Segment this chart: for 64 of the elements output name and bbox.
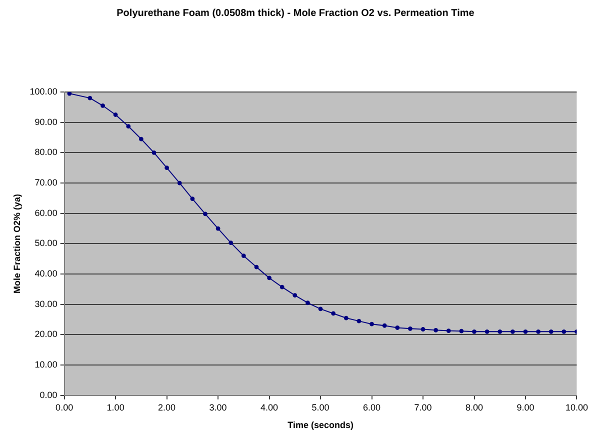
chart-title: Polyurethane Foam (0.0508m thick) - Mole Fraction O2 vs. Permeation Time (116, 8, 476, 19)
point (228, 240, 234, 245)
x-tick-label: 2.00 (158, 402, 176, 412)
point (370, 322, 374, 326)
point (280, 284, 284, 290)
y-tick-label: 10.00 (34, 360, 58, 370)
point (472, 329, 476, 334)
x-tick-label: 5.00 (312, 402, 330, 412)
point (434, 328, 438, 332)
point (459, 328, 464, 334)
point (344, 316, 348, 320)
point (498, 329, 502, 334)
x-tick-label: 10.00 (565, 402, 588, 412)
point (113, 112, 118, 117)
y-tick-label: 100.00 (30, 86, 58, 96)
y-tick-label: 30.00 (34, 298, 58, 309)
point (562, 329, 566, 334)
point (177, 180, 182, 186)
point (510, 329, 515, 334)
point (420, 327, 426, 332)
point (306, 300, 310, 306)
point (446, 328, 451, 333)
x-tick-label: 1.00 (106, 402, 124, 412)
point (408, 326, 412, 331)
y-axis-title: Mole Fraction O2% (ya) (12, 194, 22, 294)
point (126, 124, 131, 128)
x-axis-title: Time (seconds) (288, 420, 354, 430)
point (203, 212, 208, 216)
point (484, 329, 490, 334)
y-tick-label: 40.00 (34, 268, 58, 279)
point (241, 254, 246, 258)
point (267, 276, 272, 280)
point (382, 323, 387, 328)
y-tick-label: 50.00 (34, 238, 58, 248)
point (536, 329, 541, 334)
y-tick-label: 90.00 (34, 116, 58, 127)
point (88, 96, 92, 100)
x-tick-label: 7.00 (414, 402, 432, 412)
point (216, 226, 220, 231)
x-tick-label: 4.00 (260, 402, 278, 412)
x-tick-label: 0.00 (56, 402, 74, 412)
point (254, 264, 259, 270)
point (356, 318, 362, 324)
point (138, 136, 144, 142)
point (318, 306, 323, 312)
point (548, 329, 554, 334)
point (67, 92, 72, 96)
point (152, 150, 156, 155)
x-tick-label: 3.00 (209, 402, 227, 412)
y-tick-label: 70.00 (34, 178, 58, 188)
point (190, 196, 195, 201)
point (292, 293, 298, 298)
point (523, 329, 528, 334)
x-tick-label: 8.00 (465, 402, 484, 412)
y-tick-label: 80.00 (34, 147, 58, 158)
y-tick-label: 20.00 (34, 329, 58, 340)
point (100, 103, 105, 108)
x-tick-label: 6.00 (363, 402, 381, 412)
point (331, 311, 336, 316)
y-tick-label: 60.00 (34, 208, 58, 218)
y-tick-label: 0.00 (40, 390, 58, 400)
x-tick-label: 9.00 (516, 402, 534, 412)
point (395, 326, 400, 330)
point (164, 166, 170, 170)
